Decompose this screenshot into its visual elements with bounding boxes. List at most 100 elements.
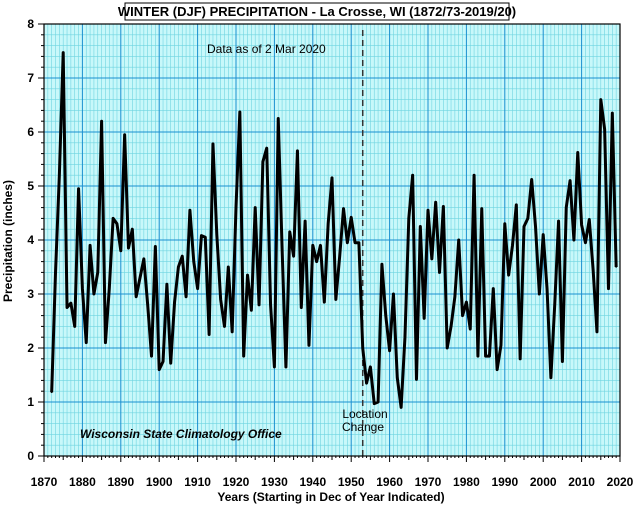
data-point xyxy=(550,376,552,379)
data-point xyxy=(542,233,544,236)
data-point xyxy=(580,224,583,226)
data-point xyxy=(66,306,68,309)
data-point xyxy=(93,293,95,295)
data-point xyxy=(239,111,241,113)
data-point xyxy=(242,355,245,357)
data-point xyxy=(100,120,103,122)
y-tick-label: 7 xyxy=(27,71,34,85)
data-point xyxy=(104,341,107,344)
data-point xyxy=(223,325,226,328)
data-point xyxy=(258,304,260,306)
data-point xyxy=(534,225,537,228)
data-point xyxy=(312,244,314,247)
x-tick-label: 2000 xyxy=(530,475,557,489)
data-point xyxy=(120,250,122,252)
data-point xyxy=(354,241,356,244)
data-point xyxy=(146,304,149,306)
data-point xyxy=(538,293,541,295)
data-point xyxy=(338,255,341,257)
data-point xyxy=(154,245,157,248)
data-point xyxy=(484,355,487,357)
data-point xyxy=(185,295,187,298)
data-point xyxy=(384,314,387,317)
data-point xyxy=(603,128,606,131)
data-point xyxy=(573,239,575,241)
y-axis-ticks: 0 1 2 3 4 5 6 7 8 xyxy=(27,17,44,463)
x-tick-label: 2010 xyxy=(568,475,595,489)
data-point xyxy=(381,263,383,266)
x-axis-title: Years (Starting in Dec of Year Indicated… xyxy=(217,490,444,504)
data-point xyxy=(454,295,456,298)
data-point xyxy=(181,255,184,257)
data-point xyxy=(204,236,207,239)
data-point xyxy=(50,391,53,394)
data-point xyxy=(553,304,556,306)
x-tick-label: 1910 xyxy=(184,475,211,489)
x-tick-label: 1900 xyxy=(146,475,173,489)
data-point xyxy=(396,376,399,379)
data-point xyxy=(350,216,353,219)
data-point xyxy=(277,117,280,120)
data-point xyxy=(557,220,560,222)
data-point xyxy=(323,301,326,303)
data-point xyxy=(139,277,141,279)
data-point xyxy=(427,209,429,212)
data-point xyxy=(192,260,195,263)
data-point xyxy=(135,295,137,298)
data-point xyxy=(519,358,521,360)
x-tick-label: 1950 xyxy=(338,475,365,489)
data-points xyxy=(50,51,617,409)
data-point xyxy=(189,209,191,212)
data-point xyxy=(523,225,525,228)
data-point xyxy=(442,205,445,208)
data-point xyxy=(227,266,230,268)
data-point xyxy=(273,366,276,368)
data-point xyxy=(511,244,514,247)
x-tick-label: 1880 xyxy=(69,475,96,489)
data-point xyxy=(173,301,176,303)
y-tick-label: 4 xyxy=(27,233,34,247)
data-point xyxy=(358,241,360,244)
data-point xyxy=(158,368,160,371)
data-point xyxy=(461,314,464,317)
data-point xyxy=(335,298,337,301)
data-point xyxy=(596,331,598,333)
data-point xyxy=(58,174,61,176)
data-point xyxy=(85,341,88,344)
data-point xyxy=(327,223,329,225)
data-point xyxy=(465,301,468,303)
x-tick-label: 1960 xyxy=(376,475,403,489)
data-point xyxy=(116,223,118,225)
data-point xyxy=(438,271,441,274)
y-tick-label: 2 xyxy=(27,341,34,355)
data-point xyxy=(319,244,322,247)
data-point xyxy=(200,234,203,237)
location-change-label-1: Location xyxy=(342,407,387,421)
data-point xyxy=(361,347,364,349)
data-point xyxy=(500,344,502,347)
data-point xyxy=(96,271,99,274)
x-axis-ticks: 1870 1880 1890 1900 1910 1920 1930 1940 1950 1960… xyxy=(31,456,634,489)
data-point xyxy=(411,174,414,176)
data-point xyxy=(292,255,295,257)
data-point xyxy=(496,368,498,371)
data-point xyxy=(250,309,253,312)
y-tick-label: 5 xyxy=(27,179,34,193)
location-change-label-2: Change xyxy=(342,420,384,434)
data-point xyxy=(611,112,614,114)
x-tick-label: 1930 xyxy=(261,475,288,489)
series-line xyxy=(50,51,618,409)
chart-title: WINTER (DJF) PRECIPITATION - La Crosse, … xyxy=(118,4,516,19)
data-point xyxy=(285,366,287,368)
data-point xyxy=(457,239,460,241)
data-point xyxy=(346,241,349,244)
data-point xyxy=(431,258,433,260)
data-point xyxy=(488,355,491,357)
y-tick-label: 0 xyxy=(27,449,34,463)
data-point xyxy=(434,201,437,203)
data-point xyxy=(507,274,510,276)
data-point xyxy=(143,258,145,260)
data-point xyxy=(415,378,418,381)
data-point xyxy=(527,217,529,220)
data-point xyxy=(127,247,130,249)
